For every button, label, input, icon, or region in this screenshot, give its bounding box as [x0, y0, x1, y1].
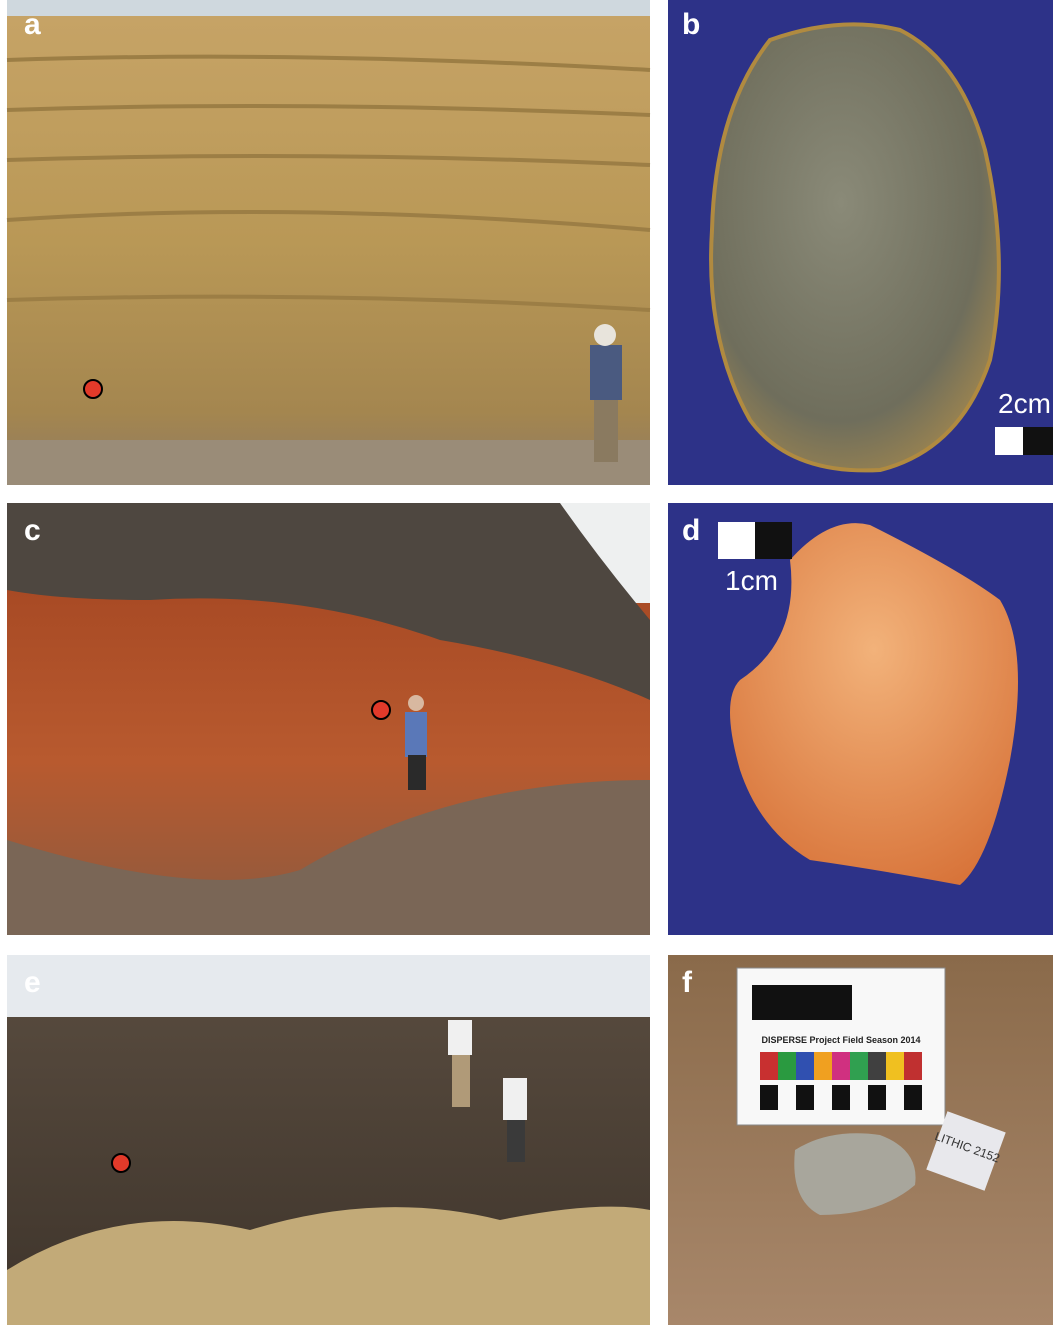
- stone-tool: [709, 22, 1001, 473]
- person-legs: [408, 755, 426, 790]
- sky: [7, 0, 650, 16]
- sediment: [7, 0, 650, 485]
- marker: [83, 379, 103, 399]
- patch: [850, 1052, 868, 1080]
- panel-b: 2cm b: [668, 0, 1053, 485]
- patch: [814, 1052, 832, 1080]
- panel-a: a: [6, 0, 651, 485]
- patch: [796, 1052, 814, 1080]
- patch: [778, 1052, 796, 1080]
- ground: [7, 440, 650, 485]
- scale-black: [755, 522, 792, 559]
- scale-label: 1cm: [725, 565, 778, 596]
- card-black: [752, 985, 852, 1020]
- person: [405, 712, 427, 757]
- marker: [111, 1153, 131, 1173]
- scale-white: [995, 427, 1023, 455]
- rock: [7, 503, 650, 700]
- grass: [7, 1206, 650, 1325]
- person-legs: [594, 400, 618, 462]
- marker: [371, 700, 391, 720]
- panel-label: a: [24, 8, 41, 41]
- person: [503, 1078, 527, 1120]
- patch: [886, 1052, 904, 1080]
- panel-label: c: [24, 514, 41, 547]
- person-head: [594, 324, 616, 346]
- person: [590, 345, 622, 400]
- person-head: [408, 695, 424, 711]
- person-legs: [452, 1055, 470, 1107]
- panel-label: b: [682, 8, 700, 41]
- panel-label: d: [682, 514, 700, 547]
- strata: [6, 54, 651, 312]
- patch: [832, 1052, 850, 1080]
- patch: [760, 1052, 778, 1080]
- panel-f: DISPERSE Project Field Season 2014 LITHI…: [668, 955, 1053, 1325]
- panel-label: e: [24, 966, 41, 999]
- person: [448, 1020, 472, 1055]
- sky: [7, 955, 650, 1017]
- panel-d: 1cm d: [668, 503, 1053, 935]
- stone-tool: [730, 523, 1018, 885]
- card-text: DISPERSE Project Field Season 2014: [761, 1035, 920, 1045]
- scale-white: [718, 522, 755, 559]
- checker: [760, 1085, 922, 1110]
- tag: [926, 1111, 1006, 1191]
- panel-e: e: [7, 955, 650, 1325]
- panel-label: f: [682, 966, 693, 999]
- rubble: [7, 780, 650, 935]
- stone-tool: [794, 1133, 916, 1215]
- panel-c: c: [7, 503, 650, 935]
- patch: [868, 1052, 886, 1080]
- person-legs: [507, 1120, 525, 1162]
- scale-black: [1023, 427, 1053, 455]
- scale-label: 2cm: [998, 388, 1051, 419]
- patch: [904, 1052, 922, 1080]
